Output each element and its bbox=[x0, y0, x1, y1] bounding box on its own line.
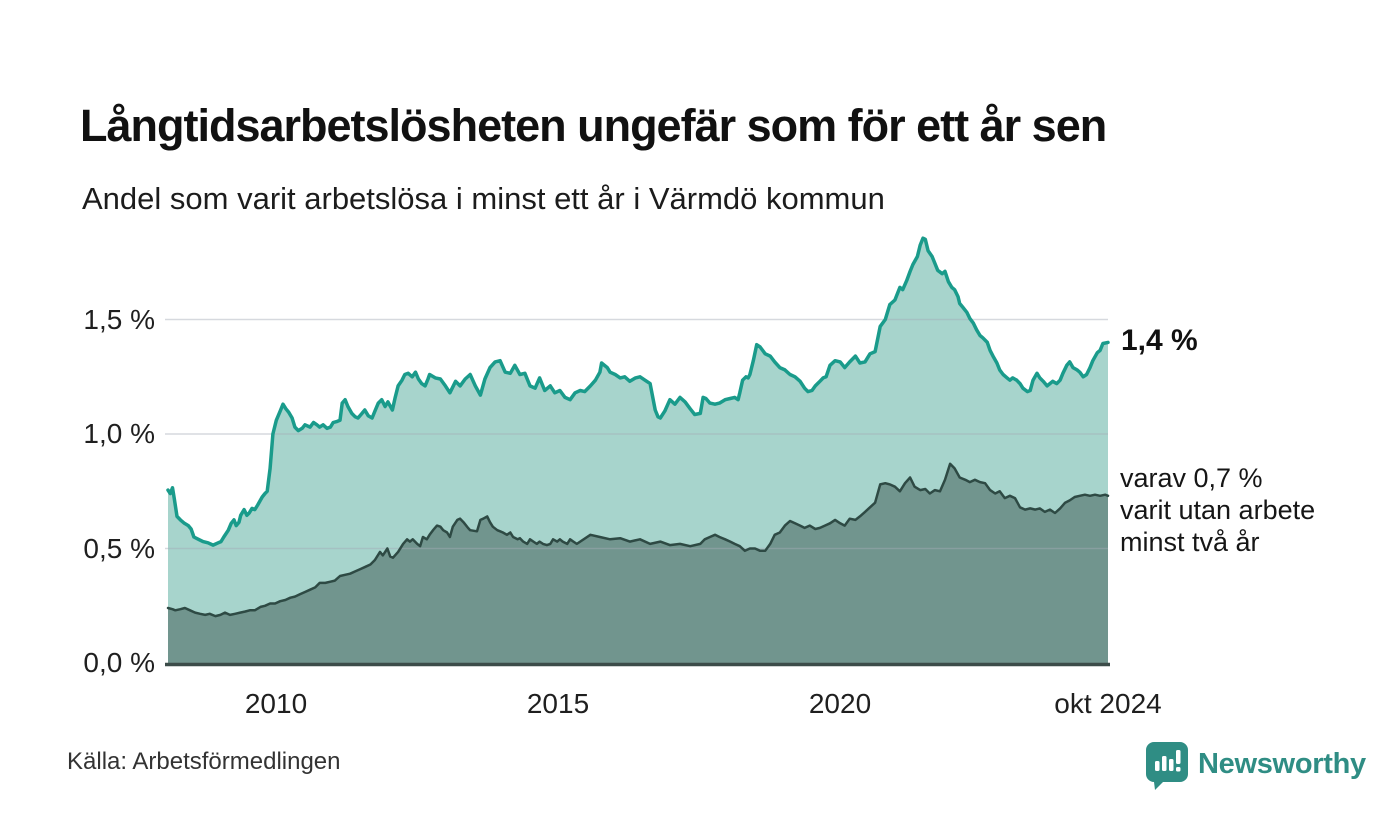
page-title: Långtidsarbetslösheten ungefär som för e… bbox=[80, 100, 1107, 152]
logo-bubble bbox=[1146, 742, 1188, 790]
newsworthy-logo-icon bbox=[1146, 742, 1188, 790]
y-axis-tick-label: 1,5 % bbox=[83, 304, 155, 335]
logo-bars bbox=[1155, 750, 1181, 772]
secondary-annotation-line: minst två år bbox=[1120, 527, 1260, 557]
area-fill-series-1 bbox=[168, 463, 1108, 663]
series-line-0 bbox=[166, 236, 1110, 547]
series-line-1 bbox=[166, 462, 1110, 618]
y-axis-tick-label: 1,0 % bbox=[83, 418, 155, 449]
y-axis-tick-label: 0,5 % bbox=[83, 533, 155, 564]
x-axis-tick-label: 2020 bbox=[808, 688, 872, 719]
latest-value-annotation: 1,4 % bbox=[1121, 324, 1198, 357]
x-axis-tick-label: 2015 bbox=[526, 688, 590, 719]
newsworthy-brand: Newsworthy bbox=[1146, 742, 1366, 790]
x-axis-tick-label: okt 2024 bbox=[1054, 688, 1162, 719]
secondary-annotation-line: varav 0,7 % bbox=[1120, 463, 1263, 493]
secondary-annotation-line: varit utan arbete bbox=[1120, 495, 1316, 525]
newsworthy-wordmark: Newsworthy bbox=[1198, 748, 1366, 780]
x-axis-tick-label: 2010 bbox=[244, 688, 308, 719]
secondary-value-annotation: varav 0,7 % varit utan arbete minst två … bbox=[1120, 462, 1315, 558]
y-axis-tick-label: 0,0 % bbox=[83, 647, 155, 678]
source-credit: Källa: Arbetsförmedlingen bbox=[67, 748, 341, 775]
chart-subtitle: Andel som varit arbetslösa i minst ett å… bbox=[82, 181, 885, 216]
